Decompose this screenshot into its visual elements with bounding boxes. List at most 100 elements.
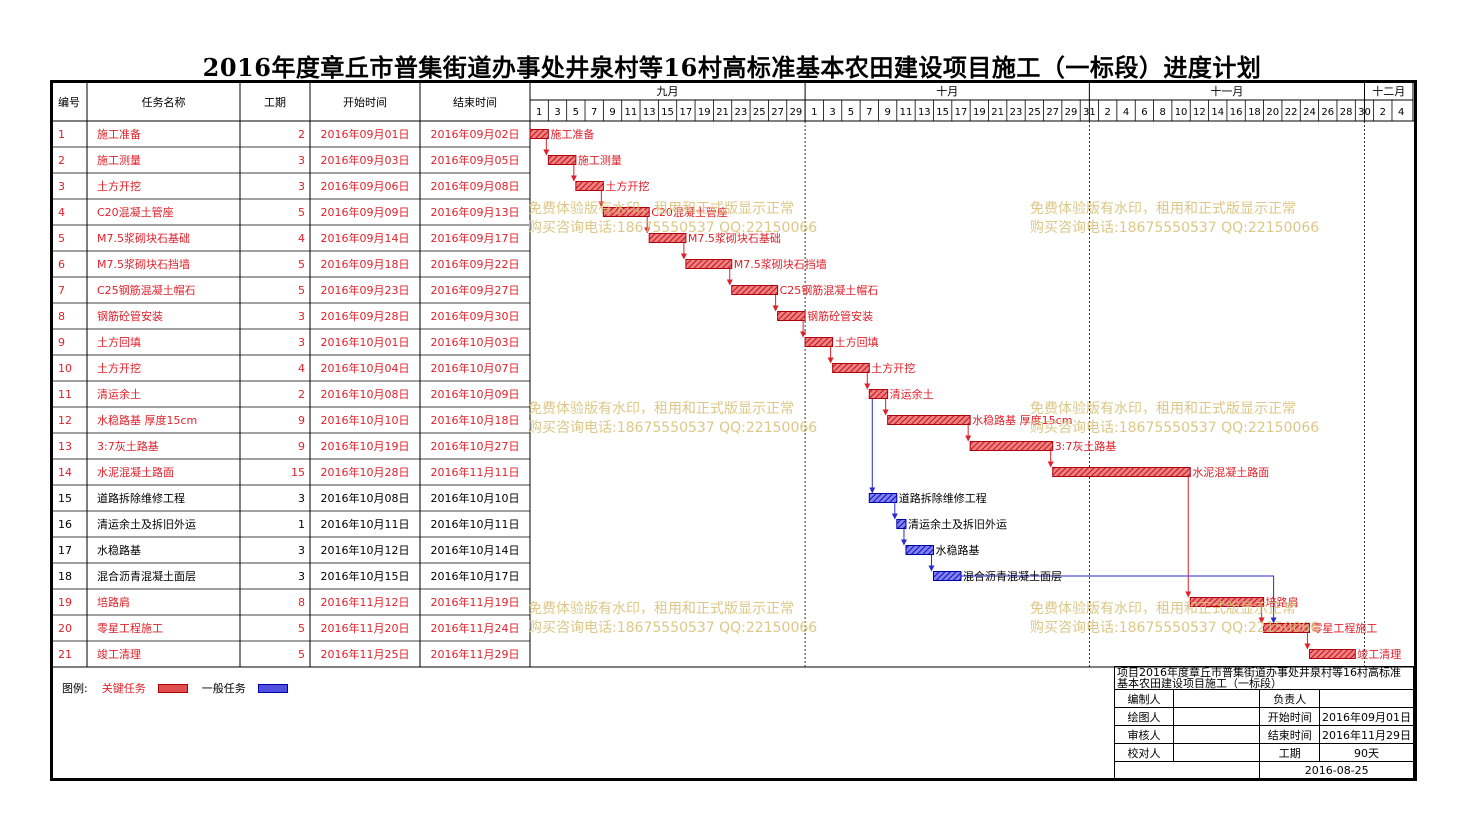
table-header-end: 结束时间 — [453, 96, 497, 109]
gantt-bar — [887, 415, 971, 425]
gantt-bar — [969, 441, 1054, 451]
task-start: 2016年10月19日 — [321, 439, 410, 453]
task-id: 6 — [58, 258, 65, 271]
day-tick-label: 20 — [1266, 107, 1279, 118]
task-start: 2016年10月04日 — [321, 361, 410, 375]
task-name: 施工测量 — [97, 154, 141, 167]
task-duration: 4 — [298, 362, 305, 375]
task-name: 培路肩 — [97, 595, 130, 609]
task-id: 16 — [58, 518, 72, 531]
task-start: 2016年09月14日 — [321, 231, 410, 245]
task-name: 混合沥青混凝土面层 — [97, 569, 196, 583]
task-end: 2016年10月11日 — [431, 517, 520, 531]
day-tick-label: 27 — [1046, 107, 1059, 118]
table-row: 15 道路拆除维修工程 3 2016年10月08日 2016年10月10日 — [53, 491, 530, 512]
table-header-start: 开始时间 — [343, 95, 387, 109]
watermark-line2: 购买咨询电话:18675550537 QQ:22150066 — [1030, 420, 1320, 436]
task-end: 2016年09月05日 — [431, 153, 520, 167]
task-start: 2016年09月06日 — [321, 179, 410, 193]
gantt-bar — [932, 571, 962, 581]
task-start: 2016年10月10日 — [321, 413, 410, 427]
task-name: 3:7灰土路基 — [97, 439, 159, 453]
task-name: 零星工程施工 — [97, 622, 163, 635]
watermark-line1: 免费体验版有水印，租用和正式版显示正常 — [528, 201, 794, 217]
task-end: 2016年09月08日 — [431, 179, 520, 193]
task-name: 水稳路基 厚度15cm — [97, 413, 197, 427]
task-end: 2016年09月02日 — [431, 127, 520, 141]
watermark-line1: 免费体验版有水印，租用和正式版显示正常 — [1030, 601, 1296, 617]
task-end: 2016年11月29日 — [431, 647, 520, 661]
watermark-line2: 购买咨询电话:18675550537 QQ:22150066 — [1030, 620, 1320, 636]
gantt-bar-label: 混合沥青混凝土面层 — [963, 569, 1062, 583]
task-start: 2016年10月28日 — [321, 465, 410, 479]
task-name: 道路拆除维修工程 — [97, 491, 185, 505]
task-id: 18 — [58, 570, 72, 583]
task-end: 2016年10月27日 — [431, 439, 520, 453]
day-tick-label: 19 — [698, 107, 711, 118]
watermark-line2: 购买咨询电话:18675550537 QQ:22150066 — [1030, 220, 1320, 236]
task-end: 2016年11月11日 — [431, 465, 520, 479]
table-row: 1 施工准备 2 2016年09月01日 2016年09月02日 — [53, 127, 530, 148]
gantt-bar — [896, 519, 907, 529]
task-start: 2016年10月08日 — [321, 491, 410, 505]
day-tick-label: 22 — [1285, 107, 1298, 118]
duration-value: 90天 — [1318, 743, 1415, 762]
day-tick-label: 18 — [1248, 107, 1261, 118]
legend-critical-swatch — [157, 683, 188, 693]
table-row: 4 C20混凝土管座 5 2016年09月09日 2016年09月13日 — [53, 205, 530, 226]
gantt-bar-label: 土方开挖 — [605, 179, 649, 193]
watermark: 免费体验版有水印，租用和正式版显示正常 购买咨询电话:18675550537 Q… — [528, 400, 817, 438]
table-row: 17 水稳路基 3 2016年10月12日 2016年10月14日 — [53, 543, 530, 564]
task-duration: 5 — [298, 206, 305, 219]
task-name: 施工准备 — [97, 127, 141, 141]
checker-label: 校对人 — [1113, 743, 1175, 762]
day-tick-label: 9 — [609, 107, 615, 118]
day-tick-label: 4 — [1123, 107, 1129, 118]
task-id: 21 — [58, 648, 72, 661]
gantt-bar-label: C25钢筋混凝土帽石 — [780, 283, 879, 297]
watermark-line1: 免费体验版有水印，租用和正式版显示正常 — [1030, 401, 1296, 417]
task-id: 14 — [58, 466, 72, 479]
task-duration: 5 — [298, 622, 305, 635]
gantt-bar-label: 水稳路基 厚度15cm — [972, 413, 1072, 427]
task-end: 2016年11月19日 — [431, 595, 520, 609]
day-tick-label: 23 — [1010, 107, 1023, 118]
task-duration: 3 — [298, 180, 305, 193]
gantt-bar-label: 施工测量 — [578, 154, 622, 167]
task-id: 5 — [58, 232, 65, 245]
task-id: 12 — [58, 414, 72, 427]
day-tick-label: 5 — [573, 107, 579, 118]
gantt-bar — [1189, 597, 1265, 607]
day-tick-label: 5 — [848, 107, 854, 118]
task-duration: 8 — [298, 596, 305, 609]
day-tick-label: 15 — [661, 107, 674, 118]
task-name: 竣工清理 — [97, 647, 141, 661]
gantt-bar — [804, 337, 834, 347]
task-duration: 4 — [298, 232, 305, 245]
watermark-line1: 免费体验版有水印，租用和正式版显示正常 — [528, 401, 794, 417]
table-row: 14 水泥混凝土路面 15 2016年10月28日 2016年11月11日 — [53, 465, 530, 486]
task-duration: 3 — [298, 492, 305, 505]
task-duration: 3 — [298, 336, 305, 349]
task-duration: 3 — [298, 544, 305, 557]
watermark-line2: 购买咨询电话:18675550537 QQ:22150066 — [528, 420, 818, 436]
day-tick-label: 17 — [680, 107, 693, 118]
gantt-bar-label: 培路肩 — [1266, 595, 1299, 609]
task-end: 2016年10月10日 — [431, 491, 520, 505]
task-end: 2016年10月18日 — [431, 413, 520, 427]
table-row: 2 施工测量 3 2016年09月03日 2016年09月05日 — [53, 153, 530, 174]
day-tick-label: 24 — [1303, 107, 1316, 118]
task-start: 2016年10月01日 — [321, 335, 410, 349]
task-name: 钢筋砼管安装 — [97, 309, 163, 323]
table-row: 5 M7.5浆砌块石基础 4 2016年09月14日 2016年09月17日 — [53, 231, 530, 252]
task-duration: 3 — [298, 310, 305, 323]
task-start: 2016年11月20日 — [321, 621, 410, 635]
watermark: 免费体验版有水印，租用和正式版显示正常 购买咨询电话:18675550537 Q… — [1030, 200, 1319, 238]
gantt-bar — [685, 259, 733, 269]
task-id: 3 — [58, 180, 65, 193]
task-start: 2016年10月08日 — [321, 387, 410, 401]
task-start: 2016年11月25日 — [321, 647, 410, 661]
task-end: 2016年11月24日 — [431, 621, 520, 635]
day-tick-label: 13 — [918, 107, 931, 118]
